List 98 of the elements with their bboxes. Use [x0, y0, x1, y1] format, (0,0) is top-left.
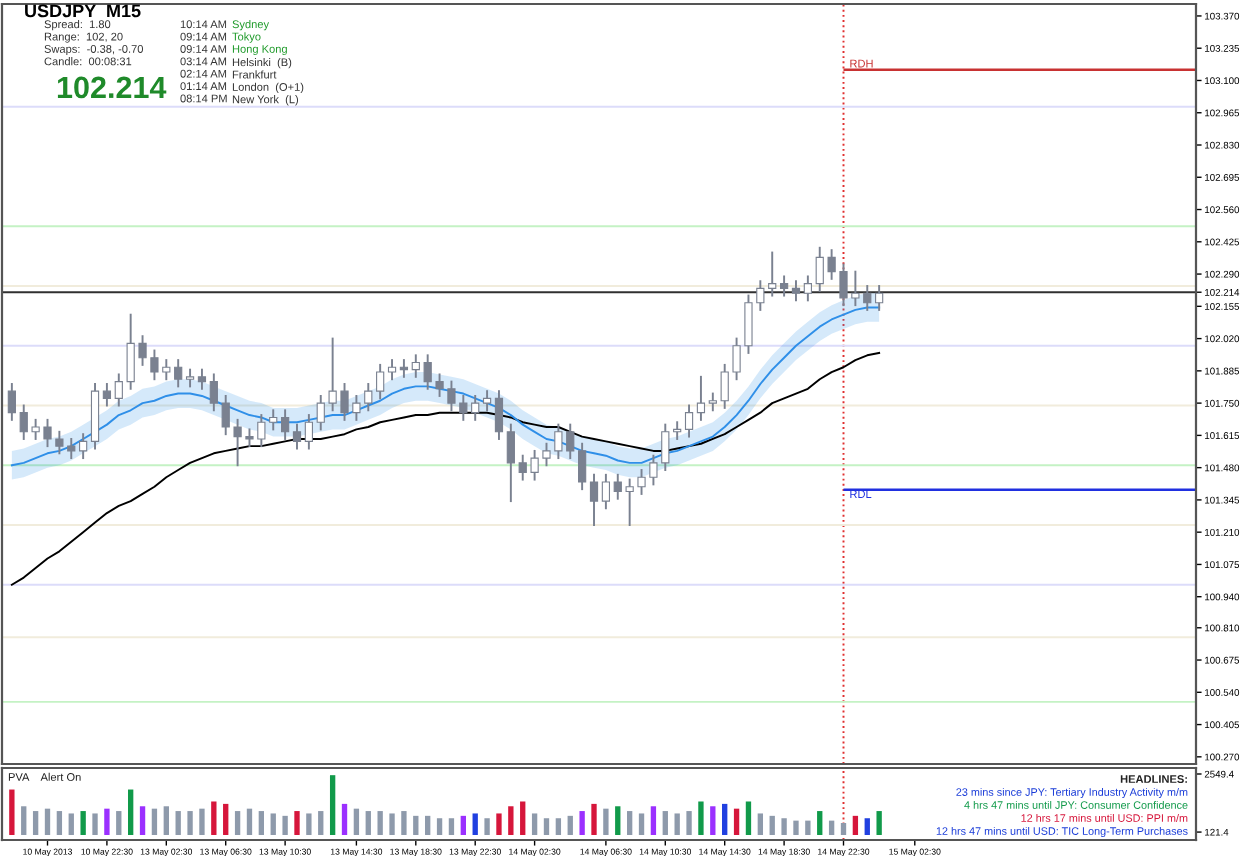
bar [781, 818, 787, 835]
candlestick [875, 285, 884, 311]
bar [92, 813, 98, 835]
bar [698, 801, 704, 835]
candlestick [292, 423, 302, 450]
candlestick [779, 275, 789, 297]
bar [377, 811, 383, 835]
bar [21, 806, 27, 835]
bar [508, 806, 514, 835]
bar [496, 813, 502, 835]
candlestick [79, 433, 88, 460]
bar [650, 806, 657, 835]
bar [448, 818, 455, 835]
bar [520, 801, 526, 835]
bar [318, 811, 324, 835]
bar [436, 818, 443, 835]
bar [353, 808, 360, 835]
bar [425, 815, 431, 835]
candlestick [578, 442, 587, 491]
bar [745, 801, 752, 835]
bar [710, 806, 716, 835]
candlestick [197, 368, 207, 390]
bar [484, 818, 490, 835]
bar [127, 789, 134, 835]
bar [329, 775, 336, 835]
bar [543, 818, 550, 835]
bar [163, 806, 169, 835]
bar [365, 811, 371, 835]
bar [258, 811, 265, 835]
bar [603, 808, 609, 835]
bar [413, 815, 419, 835]
bar [234, 811, 241, 835]
bar [805, 820, 811, 835]
bar [56, 811, 63, 835]
candlestick [304, 414, 313, 450]
bar [401, 811, 407, 835]
bar [246, 808, 253, 835]
bar [151, 808, 158, 835]
bar [531, 813, 538, 835]
bar [662, 811, 668, 835]
bar [472, 813, 478, 835]
candlestick [506, 423, 515, 503]
bar [270, 813, 276, 835]
bar [306, 813, 312, 835]
candlestick [791, 280, 801, 302]
candlestick [803, 275, 812, 302]
bar [389, 813, 395, 835]
candlestick [7, 383, 16, 421]
bar [769, 815, 775, 835]
candlestick [696, 375, 706, 421]
candlestick [494, 390, 504, 440]
bar [591, 803, 597, 835]
chart-title: USDJPY M15 [25, 4, 141, 18]
bar [828, 820, 835, 835]
bar [460, 815, 466, 835]
annotation: 102.214 [57, 76, 167, 99]
bar [876, 811, 882, 835]
bar [757, 813, 764, 835]
bar [223, 803, 229, 835]
bar [817, 811, 823, 835]
bar [722, 803, 728, 835]
candlestick [280, 409, 290, 440]
candlestick [589, 473, 599, 526]
bar [686, 811, 692, 835]
candlestick [387, 359, 397, 381]
bar [9, 789, 15, 835]
bar [211, 801, 217, 835]
bar [32, 811, 39, 835]
bar [840, 823, 847, 835]
bar [175, 811, 181, 835]
bar [341, 803, 348, 835]
bar [626, 811, 633, 835]
bar [555, 818, 562, 835]
bar [68, 813, 74, 835]
bar [864, 818, 870, 835]
bar [80, 811, 86, 835]
bar [116, 811, 122, 835]
bar [104, 808, 110, 835]
line-series [10, 351, 881, 586]
candlestick [601, 473, 611, 510]
bar [139, 806, 146, 835]
candlestick [684, 404, 694, 438]
bar [733, 808, 740, 835]
bar [199, 808, 205, 835]
bar [579, 811, 585, 835]
bar [674, 813, 680, 835]
candlestick [102, 383, 112, 407]
candlestick [376, 363, 385, 400]
bar [187, 811, 193, 835]
bar [638, 813, 645, 835]
bar [44, 808, 51, 835]
bar [852, 815, 859, 835]
candlestick [482, 390, 492, 412]
bar [793, 820, 799, 835]
bar [282, 815, 288, 835]
bar [615, 806, 621, 835]
bar [567, 815, 573, 835]
bar [294, 811, 300, 835]
